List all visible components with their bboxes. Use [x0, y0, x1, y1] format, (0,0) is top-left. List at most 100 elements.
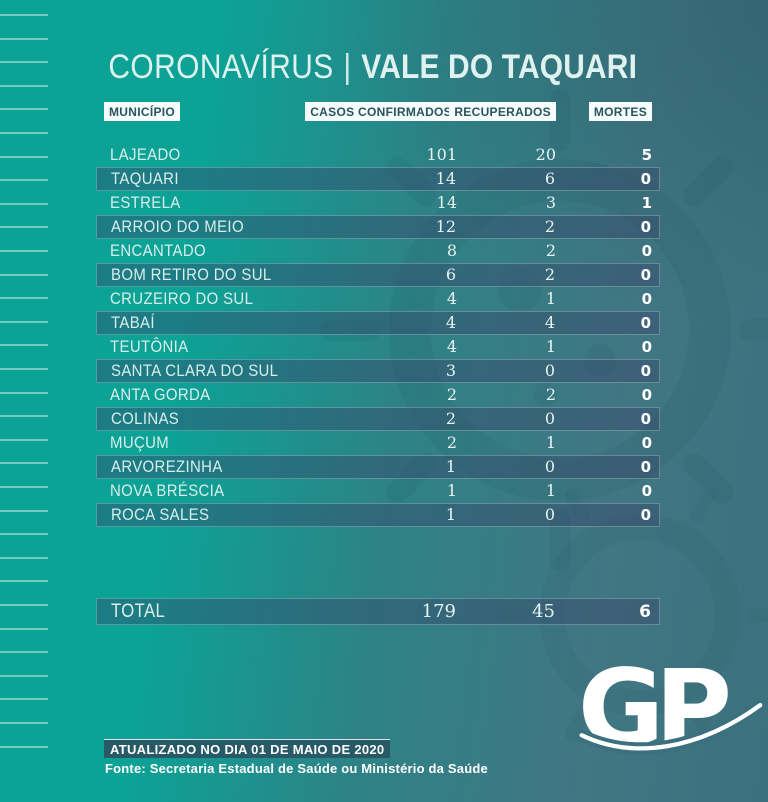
recovered-cell: 2 — [545, 385, 556, 404]
ruler-line — [0, 391, 48, 394]
total-confirmed-cell: 179 — [421, 600, 456, 622]
footer: ATUALIZADO NO DIA 01 DE MAIO DE 2020 Fon… — [104, 739, 488, 776]
ruler-line — [0, 698, 48, 701]
ruler-line — [0, 108, 48, 111]
deaths-cell: 0 — [640, 410, 651, 428]
updated-badge: ATUALIZADO NO DIA 01 DE MAIO DE 2020 — [104, 739, 391, 758]
recovered-cell: 1 — [545, 481, 556, 500]
ruler-line — [0, 486, 48, 488]
recovered-cell: 1 — [545, 289, 556, 308]
ruler-line — [0, 651, 48, 654]
deaths-cell: 0 — [641, 338, 652, 356]
recovered-cell: 3 — [545, 193, 556, 212]
ruler-line — [0, 674, 48, 677]
ruler-line — [0, 722, 48, 724]
ruler-line — [0, 61, 48, 64]
recovered-cell: 2 — [545, 241, 556, 260]
municipality-cell: ANTA GORDA — [110, 385, 211, 404]
table-row: CRUZEIRO DO SUL 4 1 0 — [96, 287, 660, 311]
table-row: ROCA SALES 1 0 0 — [96, 503, 660, 527]
deaths-cell: 0 — [640, 218, 651, 236]
ruler-line — [0, 438, 48, 441]
ruler-line — [0, 415, 48, 418]
ruler-line — [0, 273, 48, 276]
total-deaths-cell: 6 — [639, 601, 651, 622]
ruler-line — [0, 344, 48, 347]
municipality-cell: SANTA CLARA DO SUL — [111, 361, 279, 380]
recovered-cell: 1 — [545, 433, 556, 452]
title-coronavirus: CORONAVÍRUS — [108, 48, 334, 86]
logo-swoosh — [579, 703, 763, 751]
recovered-cell: 1 — [545, 337, 556, 356]
deaths-cell: 0 — [641, 242, 652, 260]
confirmed-cell: 2 — [446, 385, 457, 404]
confirmed-cell: 4 — [446, 289, 457, 308]
table-row: LAJEADO 101 20 5 — [96, 143, 660, 167]
ruler-line — [0, 580, 48, 583]
confirmed-cell: 3 — [445, 361, 456, 380]
header-municipio: MUNICÍPIO — [96, 102, 357, 121]
table-row: TABAÍ 4 4 0 — [96, 311, 660, 335]
municipality-cell: MUÇUM — [110, 433, 170, 452]
confirmed-cell: 1 — [446, 481, 457, 500]
confirmed-cell: 4 — [445, 313, 456, 332]
title-separator: | — [343, 48, 352, 86]
table-row: BOM RETIRO DO SUL 6 2 0 — [96, 263, 660, 287]
recovered-cell: 2 — [544, 265, 555, 284]
ruler-line — [0, 627, 48, 630]
deaths-cell: 0 — [641, 434, 652, 452]
recovered-cell: 0 — [544, 361, 555, 380]
content-column: CORONAVÍRUS | VALE DO TAQUARI MUNICÍPIO CA… — [96, 0, 660, 802]
confirmed-cell: 8 — [446, 241, 457, 260]
municipality-cell: ARROIO DO MEIO — [111, 217, 244, 236]
deaths-cell: 0 — [640, 506, 651, 524]
recovered-cell: 2 — [544, 217, 555, 236]
table-row: ANTA GORDA 2 2 0 — [96, 383, 660, 407]
municipality-cell: TAQUARI — [111, 169, 179, 188]
table-row: ENCANTADO 8 2 0 — [96, 239, 660, 263]
ruler-line — [0, 320, 48, 323]
table-row: TAQUARI 14 6 0 — [96, 167, 660, 191]
ruler-line — [0, 368, 48, 370]
confirmed-cell: 14 — [436, 193, 457, 212]
total-row: TOTAL 179 45 6 — [96, 598, 660, 625]
municipality-cell: ENCANTADO — [110, 241, 206, 260]
total-label-cell: TOTAL — [111, 600, 166, 622]
recovered-cell: 0 — [544, 409, 555, 428]
municipality-cell: ROCA SALES — [111, 505, 210, 524]
municipality-cell: CRUZEIRO DO SUL — [110, 289, 254, 308]
confirmed-cell: 14 — [435, 169, 456, 188]
recovered-cell: 0 — [544, 457, 555, 476]
municipality-cell: ESTRELA — [110, 193, 181, 212]
ruler-line — [0, 226, 48, 229]
ruler-line — [0, 533, 48, 536]
table-row: COLINAS 2 0 0 — [96, 407, 660, 431]
municipality-cell: NOVA BRÉSCIA — [110, 481, 225, 500]
deaths-cell: 5 — [641, 146, 652, 164]
confirmed-cell: 4 — [446, 337, 457, 356]
deaths-cell: 0 — [640, 314, 651, 332]
confirmed-cell: 1 — [445, 505, 456, 524]
deaths-cell: 0 — [640, 266, 651, 284]
table-header: MUNICÍPIO CASOS CONFIRMADOS RECUPERADOS … — [96, 102, 660, 121]
confirmed-cell: 2 — [446, 433, 457, 452]
table-row: MUÇUM 2 1 0 — [96, 431, 660, 455]
recovered-cell: 20 — [535, 145, 556, 164]
deaths-cell: 1 — [641, 194, 652, 212]
source-text: Fonte: Secretaria Estadual de Saúde ou M… — [105, 761, 488, 776]
deaths-cell: 0 — [640, 458, 651, 476]
municipality-cell: TABAÍ — [111, 313, 155, 332]
total-recovered-cell: 45 — [532, 600, 555, 622]
recovered-cell: 6 — [544, 169, 555, 188]
ruler-line — [0, 155, 48, 158]
ruler-line — [0, 604, 48, 606]
recovered-cell: 0 — [544, 505, 555, 524]
table-body: LAJEADO 101 20 5 TAQUARI 14 6 0 ESTRELA … — [96, 143, 660, 527]
municipality-cell: ARVOREZINHA — [111, 457, 223, 476]
deaths-cell: 0 — [640, 170, 651, 188]
ruler-line — [0, 202, 48, 205]
ruler-line — [0, 556, 48, 559]
confirmed-cell: 1 — [445, 457, 456, 476]
ruler-line — [0, 37, 48, 40]
municipality-cell: BOM RETIRO DO SUL — [111, 265, 272, 284]
